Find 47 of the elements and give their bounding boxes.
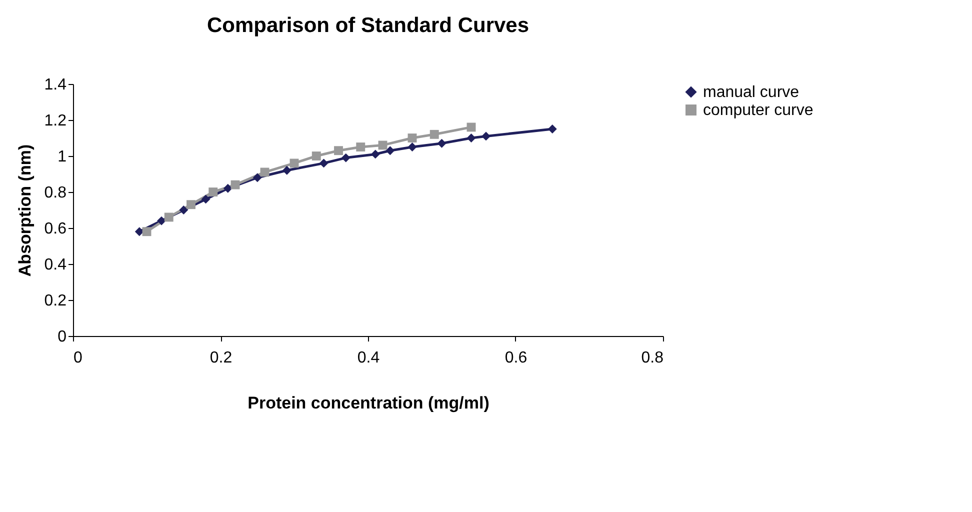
point: [201, 194, 210, 204]
point: [378, 140, 388, 150]
point: [408, 142, 417, 152]
y-tick-label: 0.2: [44, 292, 67, 310]
point: [282, 166, 292, 175]
point: [356, 142, 366, 152]
point: [142, 227, 152, 236]
y-axis-title: Absorption (nm): [15, 144, 34, 277]
point: [548, 124, 557, 134]
x-tick-label: 0.4: [357, 350, 380, 366]
point: [482, 132, 490, 141]
point: [370, 150, 380, 159]
y-tick-label: 0: [58, 328, 67, 346]
point: [430, 130, 439, 139]
y-tick-label: 0.8: [44, 184, 67, 202]
legend-label: computer curve: [703, 102, 814, 119]
x-tick-label: 0.2: [210, 350, 232, 366]
y-tick-label: 1.4: [44, 76, 67, 94]
y-tick-label: 0.6: [44, 220, 67, 238]
point: [208, 188, 218, 196]
point: [334, 146, 343, 156]
point: [341, 153, 350, 162]
point: [466, 122, 476, 132]
x-tick-label: 0.8: [641, 350, 664, 366]
point: [223, 184, 232, 193]
point: [186, 200, 196, 210]
point: [290, 158, 299, 168]
point: [466, 134, 476, 142]
point: [319, 158, 328, 168]
point: [437, 138, 446, 148]
point: [386, 146, 395, 156]
point: [312, 152, 321, 160]
point: [164, 212, 174, 222]
y-tick-label: 1: [58, 148, 67, 166]
legend-label: manual curve: [703, 84, 800, 101]
point: [408, 134, 417, 142]
point: [260, 168, 270, 177]
x-tick-label: 0: [74, 350, 82, 366]
x-axis-title: Protein concentration (mg/ml): [248, 394, 490, 412]
chart-title: Comparison of Standard Curves: [206, 14, 530, 37]
y-tick-label: 1.2: [44, 112, 67, 130]
y-tick-label: 0.4: [44, 256, 67, 274]
point: [230, 180, 240, 190]
point: [179, 206, 188, 214]
x-tick-label: 0.6: [504, 350, 528, 366]
point: [157, 216, 166, 226]
point: [252, 173, 262, 182]
